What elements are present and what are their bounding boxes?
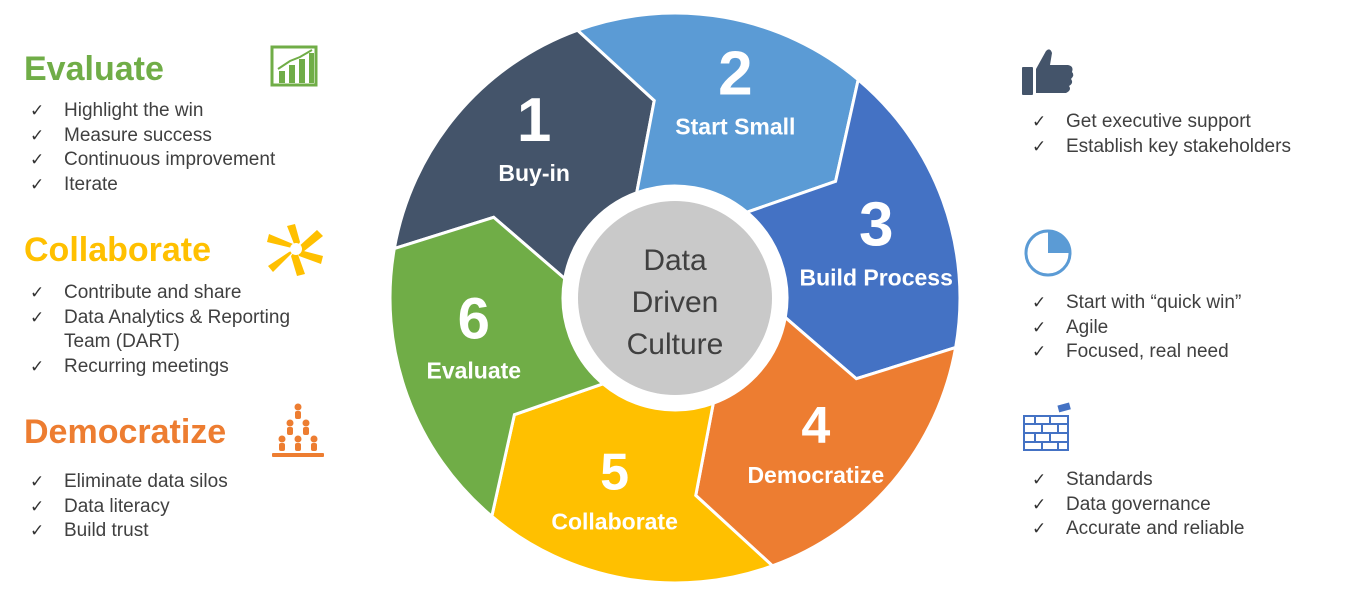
panel-list-evaluate: ✓ Highlight the win ✓ Measure success ✓ Con… <box>24 99 354 197</box>
list-item: ✓ Eliminate data silos <box>24 470 354 495</box>
panel-title-evaluate: Evaluate <box>24 50 164 88</box>
check-icon: ✓ <box>1032 317 1047 337</box>
list-item: ✓ Data Analytics & Reporting Team (DART) <box>30 306 291 353</box>
segment-label-buyin: Buy-in <box>498 160 570 186</box>
people-pyramid-icon <box>272 403 324 457</box>
segment-number-democratize: 4 <box>801 397 830 455</box>
list-item: ✓ Start with “quick win” <box>1026 291 1336 316</box>
segment-label-evaluate: Evaluate <box>426 357 521 383</box>
segment-buyin <box>392 28 656 282</box>
center-line-2: Driven <box>632 286 719 319</box>
segment-label-build-process: Build Process <box>800 265 953 291</box>
check-icon: ✓ <box>1032 342 1047 361</box>
list-item: ✓ Data governance <box>1026 493 1336 518</box>
segment-number-buyin: 1 <box>517 86 551 155</box>
segment-democratize <box>694 314 958 568</box>
panel-list-collaborate: ✓ Contribute and share ✓ Data Analytics & … <box>24 281 354 379</box>
hands-together-icon <box>267 224 323 276</box>
panel-list-buyin: ✓ Get executive support ✓ Establish key st… <box>1026 110 1336 159</box>
wheel-segments: 1 Buy-in 2 Start Small 3 Build Process 4 Democr… <box>388 11 962 585</box>
check-icon: ✓ <box>1032 470 1047 489</box>
list-item: ✓ Data literacy <box>24 495 354 520</box>
check-icon: ✓ <box>30 101 45 120</box>
segment-start-small <box>574 11 860 214</box>
list-item: ✓ Build trust <box>24 519 354 544</box>
thumbs-up-icon <box>1022 49 1074 95</box>
segment-number-collaborate: 5 <box>600 443 629 501</box>
list-item: ✓ Establish key stakeholders <box>1026 135 1336 160</box>
check-icon: ✓ <box>1032 293 1047 312</box>
panel-list-build-process: ✓ Standards ✓ Data governance ✓ Accurate an… <box>1026 468 1336 542</box>
brick-wall-icon <box>1023 402 1071 451</box>
list-item: ✓ Iterate <box>24 173 354 198</box>
check-icon: ✓ <box>30 307 45 327</box>
segment-collaborate <box>490 382 776 585</box>
check-icon: ✓ <box>30 472 45 491</box>
list-item: ✓ Contribute and share <box>24 281 354 306</box>
list-item: ✓ Agile <box>1026 316 1336 341</box>
pie-quarter-icon <box>1024 229 1072 277</box>
panel-list-democratize: ✓ Eliminate data silos ✓ Data literacy ✓ Bu… <box>24 470 354 544</box>
segment-label-collaborate: Collaborate <box>551 508 678 534</box>
segment-number-evaluate: 6 <box>458 286 490 351</box>
panel-title-collaborate: Collaborate <box>24 231 212 269</box>
check-icon: ✓ <box>30 356 45 376</box>
segment-build-process <box>744 76 962 381</box>
check-icon: ✓ <box>30 125 45 145</box>
list-item: ✓ Get executive support <box>1026 110 1336 135</box>
center-circle <box>578 201 772 395</box>
list-item: ✓ Recurring meetings <box>24 355 354 380</box>
list-item: ✓ Highlight the win <box>24 99 354 124</box>
center-line-3: Culture <box>627 328 724 361</box>
list-item: ✓ Continuous improvement <box>24 148 354 173</box>
check-icon: ✓ <box>1032 494 1047 514</box>
check-icon: ✓ <box>30 496 45 516</box>
check-icon: ✓ <box>30 283 45 302</box>
center-line-1: Data <box>643 244 707 277</box>
segment-number-start-small: 2 <box>718 40 752 109</box>
check-icon: ✓ <box>30 521 45 540</box>
list-item: ✓ Standards <box>1026 468 1336 493</box>
check-icon: ✓ <box>1032 519 1047 538</box>
segment-number-build-process: 3 <box>859 191 893 260</box>
list-item: ✓ Focused, real need <box>1026 340 1336 365</box>
segment-label-start-small: Start Small <box>675 114 795 140</box>
list-item: ✓ Accurate and reliable <box>1026 517 1336 542</box>
check-icon: ✓ <box>1032 112 1047 131</box>
segment-label-democratize: Democratize <box>747 462 884 488</box>
panel-title-democratize: Democratize <box>24 413 227 451</box>
bar-chart-icon <box>270 45 318 87</box>
panel-list-start-small: ✓ Start with “quick win” ✓ Agile ✓ Focused,… <box>1026 291 1336 365</box>
check-icon: ✓ <box>30 174 45 194</box>
check-icon: ✓ <box>1032 136 1047 156</box>
list-item: ✓ Measure success <box>24 124 354 149</box>
cycle-wheel: 1 Buy-in 2 Start Small 3 Build Process 4 Democr… <box>388 11 962 585</box>
segment-evaluate <box>388 215 606 520</box>
check-icon: ✓ <box>30 150 45 169</box>
